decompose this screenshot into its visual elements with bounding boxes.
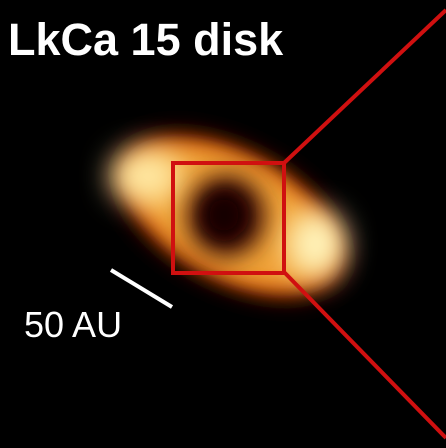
disk-lobe-upper-left [110, 148, 182, 204]
scale-bar-label: 50 AU [24, 304, 123, 345]
scale-bar [109, 268, 174, 309]
zoom-line-top [282, 8, 446, 165]
zoom-line-bottom [282, 270, 446, 440]
figure-title: LkCa 15 disk [8, 14, 284, 65]
zoom-box [171, 161, 286, 275]
disk-cavity-core [204, 193, 244, 237]
disk-lobe-lower-right [286, 210, 346, 278]
